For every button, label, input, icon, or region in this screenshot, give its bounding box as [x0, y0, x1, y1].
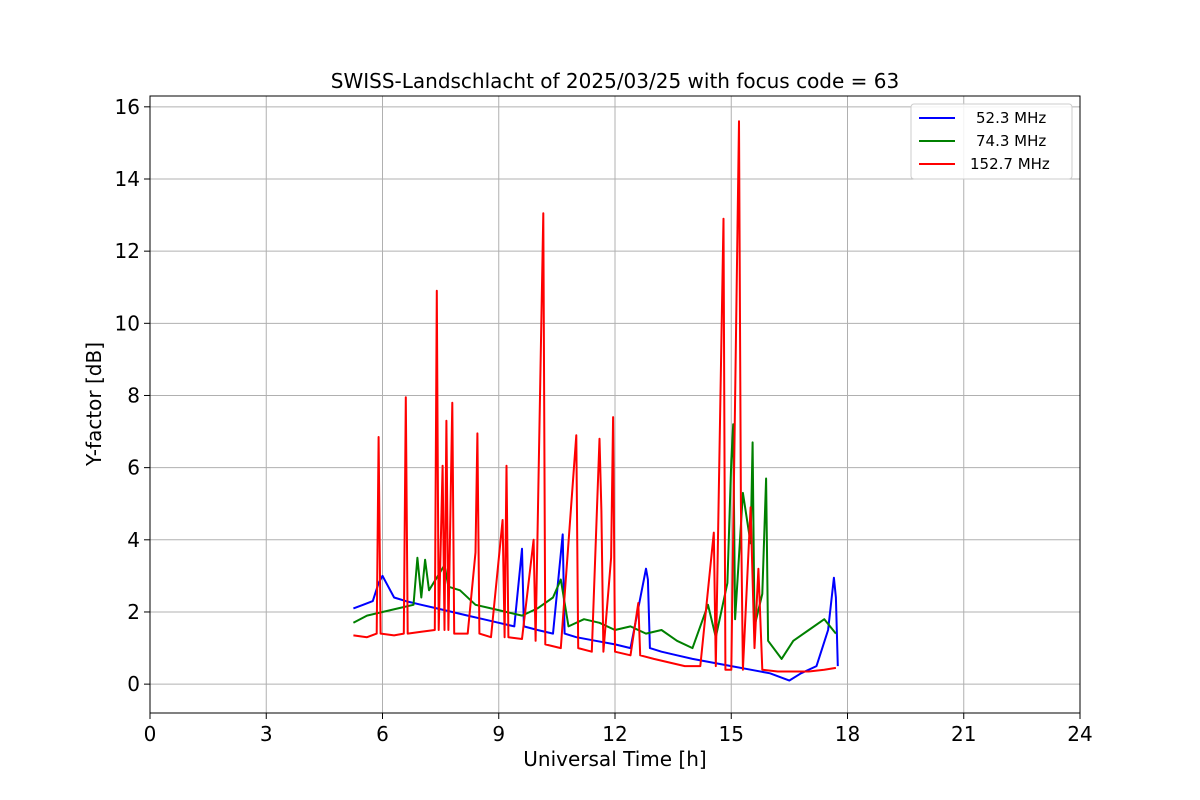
- x-tick-label: 12: [602, 722, 627, 746]
- y-tick-label: 14: [115, 167, 140, 191]
- x-tick-label: 21: [951, 722, 976, 746]
- legend-box: [910, 103, 1073, 180]
- y-tick-label: 6: [127, 456, 140, 480]
- y-axis-label: Y-factor [dB]: [82, 342, 106, 467]
- y-tick-label: 2: [127, 600, 140, 624]
- y-tick-label: 12: [115, 239, 140, 263]
- y-axis-ticks: 0 2 4 6 8 10 12 14 16: [115, 95, 150, 696]
- x-tick-label: 6: [376, 722, 389, 746]
- x-tick-label: 15: [719, 722, 744, 746]
- y-tick-label: 10: [115, 311, 140, 335]
- series-line-1: [352, 423, 837, 660]
- series-layer: [352, 120, 839, 682]
- x-tick-label: 3: [260, 722, 273, 746]
- x-tick-label: 9: [492, 722, 505, 746]
- chart-title: SWISS-Landschlacht of 2025/03/25 with fo…: [331, 69, 899, 93]
- y-tick-label: 0: [127, 672, 140, 696]
- series-line-2: [353, 120, 837, 673]
- x-tick-label: 0: [144, 722, 157, 746]
- x-tick-label: 24: [1067, 722, 1092, 746]
- y-tick-label: 4: [127, 528, 140, 552]
- x-axis-ticks: 0 3 6 9 12 15 18 21 24: [144, 713, 1093, 746]
- x-axis-label: Universal Time [h]: [523, 747, 706, 771]
- x-tick-label: 18: [835, 722, 860, 746]
- legend-label-152mhz: 152.7 MHz: [970, 155, 1050, 173]
- y-tick-label: 8: [127, 383, 140, 407]
- legend: 52.3 MHz 74.3 MHz 152.7 MHz: [910, 103, 1073, 180]
- legend-label-74mhz: 74.3 MHz: [976, 132, 1046, 150]
- y-tick-label: 16: [115, 95, 140, 119]
- legend-label-52mhz: 52.3 MHz: [976, 109, 1046, 127]
